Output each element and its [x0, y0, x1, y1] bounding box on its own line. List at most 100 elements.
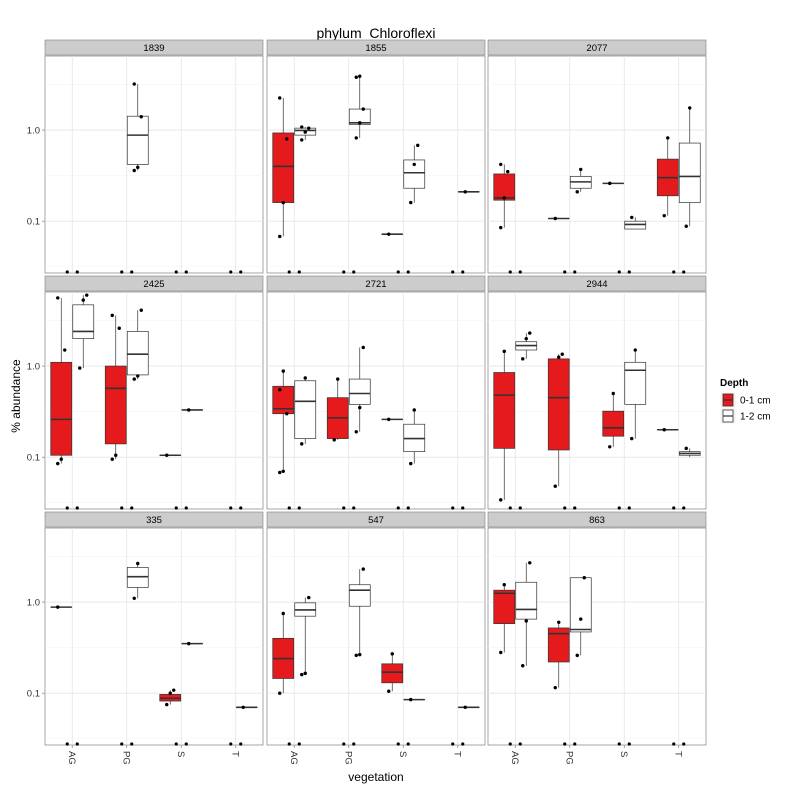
data-point [387, 418, 390, 421]
box [679, 143, 700, 203]
data-point [409, 462, 412, 465]
data-point-zero [573, 270, 576, 273]
data-point [387, 232, 390, 235]
data-point-zero [672, 506, 675, 509]
data-point [278, 388, 281, 391]
data-point [413, 163, 416, 166]
data-point-zero [185, 742, 188, 745]
data-point [416, 144, 419, 147]
data-point [165, 703, 168, 706]
box [349, 379, 370, 404]
box [382, 664, 403, 683]
data-point [278, 235, 281, 238]
facet-strip-label: 2944 [586, 279, 607, 290]
data-point [499, 226, 502, 229]
data-point [358, 406, 361, 409]
data-point [140, 115, 143, 118]
facet-strip-label: 335 [146, 515, 162, 526]
data-point-zero [342, 270, 345, 273]
chart-title: phylum_Chloroflexi [316, 25, 435, 41]
data-point [666, 136, 669, 139]
data-point-zero [628, 742, 631, 745]
panel-background [45, 528, 263, 745]
y-tick-label: 0.1 [27, 217, 40, 228]
data-point [499, 651, 502, 654]
y-tick-label: 0.1 [27, 689, 40, 700]
data-point-zero [288, 506, 291, 509]
data-point [688, 106, 691, 109]
data-point [355, 136, 358, 139]
data-point-zero [628, 506, 631, 509]
box [127, 331, 148, 374]
data-point-zero [407, 506, 410, 509]
data-point [576, 654, 579, 657]
x-tick-label: AG [509, 751, 520, 765]
data-point [358, 75, 361, 78]
data-point [506, 170, 509, 173]
data-point [583, 576, 586, 579]
box [625, 362, 646, 404]
x-tick-label: T [672, 751, 683, 757]
legend-label-1-2cm: 1-2 cm [740, 412, 771, 423]
data-point-zero [672, 270, 675, 273]
data-point-zero [185, 270, 188, 273]
box [494, 590, 515, 623]
data-point [336, 377, 339, 380]
data-point-zero [563, 742, 566, 745]
data-point [56, 462, 59, 465]
data-point [355, 430, 358, 433]
data-point-zero [682, 742, 685, 745]
box [570, 578, 591, 632]
data-point [503, 196, 506, 199]
data-point [579, 168, 582, 171]
data-point-zero [66, 270, 69, 273]
data-point-zero [509, 270, 512, 273]
x-tick-label: S [618, 751, 629, 757]
data-point-zero [519, 506, 522, 509]
data-point [111, 314, 114, 317]
y-axis-label: % abundance [9, 359, 23, 433]
data-point-zero [66, 506, 69, 509]
data-point [554, 485, 557, 488]
data-point [136, 166, 139, 169]
y-tick-label: 0.1 [27, 453, 40, 464]
data-point [78, 366, 81, 369]
data-point-zero [175, 742, 178, 745]
data-point-zero [229, 506, 232, 509]
data-point-zero [120, 506, 123, 509]
data-point-zero [618, 506, 621, 509]
data-point-zero [175, 270, 178, 273]
data-point [528, 561, 531, 564]
data-point-zero [76, 270, 79, 273]
data-point [282, 612, 285, 615]
data-point [56, 296, 59, 299]
data-point [300, 125, 303, 128]
box [127, 116, 148, 164]
data-point-zero [239, 742, 242, 745]
data-point [285, 412, 288, 415]
data-point [355, 76, 358, 79]
data-point-zero [451, 506, 454, 509]
data-point [187, 408, 190, 411]
data-point [282, 201, 285, 204]
data-point-zero [130, 270, 133, 273]
data-point [307, 596, 310, 599]
data-point-zero [130, 506, 133, 509]
data-point-zero [298, 506, 301, 509]
data-point-zero [298, 742, 301, 745]
x-tick-label: AG [66, 751, 77, 765]
data-point [133, 597, 136, 600]
data-point [685, 225, 688, 228]
data-point-zero [76, 742, 79, 745]
data-point [685, 447, 688, 450]
data-point-zero [352, 506, 355, 509]
data-point [60, 458, 63, 461]
data-point [630, 216, 633, 219]
data-point [387, 690, 390, 693]
data-point-zero [175, 506, 178, 509]
data-point-zero [451, 270, 454, 273]
data-point [358, 121, 361, 124]
facet-strip-label: 1839 [143, 43, 164, 54]
